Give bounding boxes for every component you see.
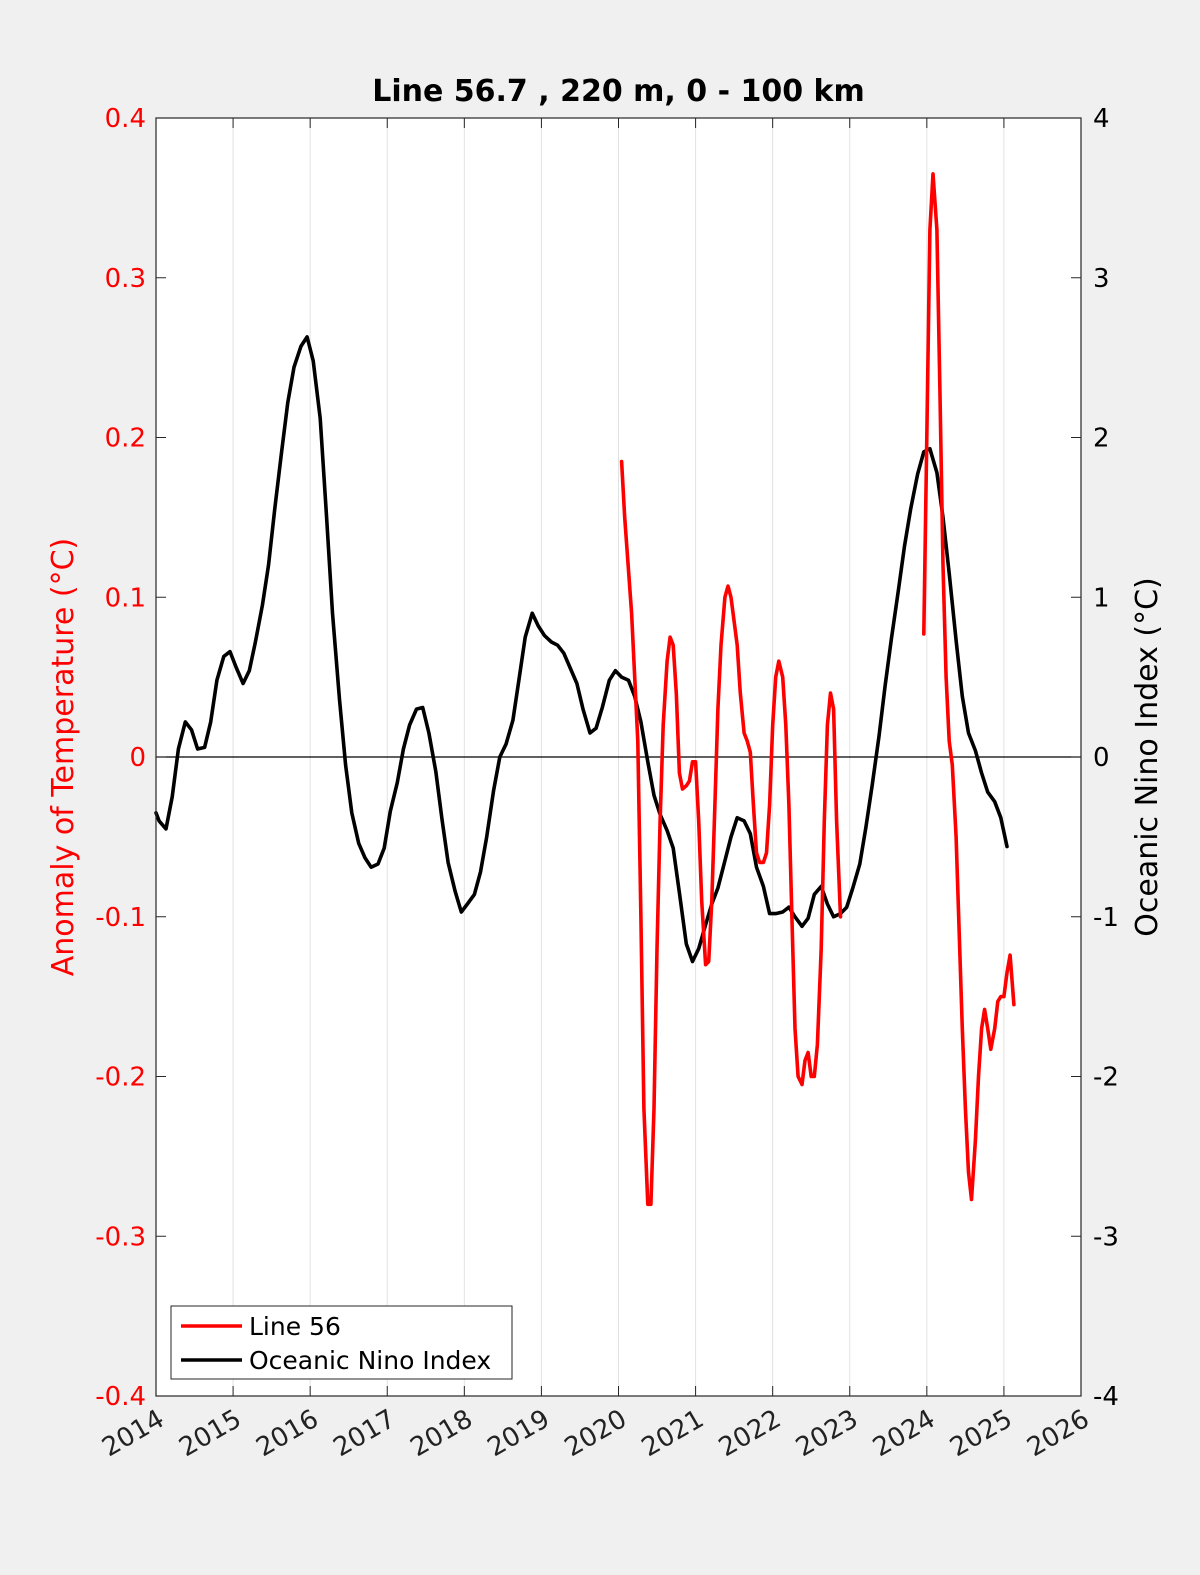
legend: Line 56 Oceanic Nino Index	[170, 1305, 513, 1380]
y-left-tick-label: 0.4	[105, 104, 146, 134]
y-right-tick-label: 2	[1093, 424, 1110, 454]
series-line-oceanic-nino-index-segment-0	[154, 335, 1009, 964]
y-left-tick-label: -0.4	[95, 1382, 146, 1412]
y-right-tick-label: 4	[1093, 104, 1110, 134]
y-left-tick-label: 0.1	[105, 583, 146, 613]
legend-label-oceanic-nino-index: Oceanic Nino Index	[249, 1346, 491, 1375]
y-right-tick-label: -4	[1093, 1382, 1119, 1412]
y-left-tick-label: 0.3	[105, 264, 146, 294]
y-left-tick-label: 0	[129, 743, 146, 773]
legend-box	[170, 1305, 513, 1380]
y-right-tick-label: 3	[1093, 264, 1110, 294]
y-left-tick-label: -0.2	[95, 1063, 146, 1093]
y-left-tick-label: -0.1	[95, 903, 146, 933]
y-left-tick-label: -0.3	[95, 1222, 146, 1252]
y-left-tick-label: 0.2	[105, 424, 146, 454]
y-right-tick-label: 1	[1093, 583, 1110, 613]
series-line-line-56-segment-0	[619, 459, 843, 1207]
y-right-tick-label: -2	[1093, 1063, 1119, 1093]
y-right-tick-label: -1	[1093, 903, 1119, 933]
series-lines	[154, 172, 1016, 1207]
legend-label-line-56: Line 56	[249, 1312, 341, 1341]
y-axis-left-label: Anomaly of Temperature (°C)	[46, 538, 81, 977]
chart-title: Line 56.7 , 220 m, 0 - 100 km	[372, 74, 865, 109]
y-right-tick-label: -3	[1093, 1222, 1119, 1252]
series-line-line-56-segment-1	[921, 172, 1016, 1202]
y-axis-right-label: Oceanic Nino Index (°C)	[1130, 577, 1165, 937]
y-right-tick-label: 0	[1093, 743, 1110, 773]
axis-ticks: 2014 2015 2016 2017 2018 2019 2020 2021 2022 2023…	[95, 104, 1119, 1463]
